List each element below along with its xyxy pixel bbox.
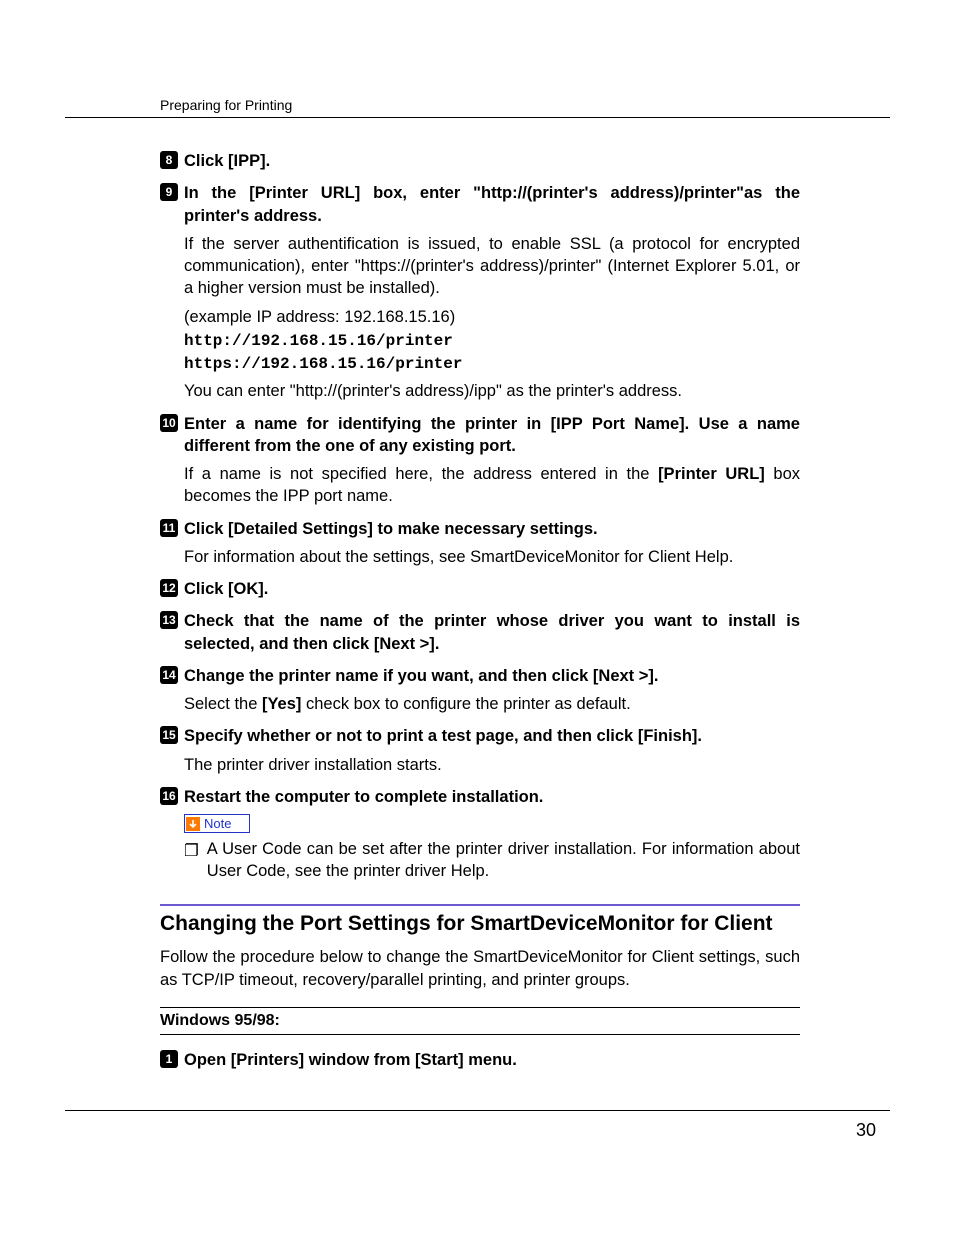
- step-10: 10 Enter a name for identifying the prin…: [160, 413, 800, 508]
- code-line: http://192.168.15.16/printer: [184, 332, 800, 351]
- step-text: For information about the settings, see …: [184, 546, 800, 568]
- step-text: The printer driver installation starts.: [184, 754, 800, 776]
- step-title: Specify whether or not to print a test p…: [184, 725, 702, 747]
- step-body: The printer driver installation starts.: [184, 754, 800, 776]
- subsection-rule: [160, 1034, 800, 1035]
- step-12: 12 Click [OK].: [160, 578, 800, 600]
- step-title: Open [Printers] window from [Start] menu…: [184, 1049, 517, 1071]
- step-body: For information about the settings, see …: [184, 546, 800, 568]
- step-body: If the server authentification is issued…: [184, 233, 800, 403]
- code-line: https://192.168.15.16/printer: [184, 355, 800, 374]
- step-number-icon: 1: [160, 1050, 178, 1068]
- step-number-icon: 10: [160, 414, 178, 432]
- running-head: Preparing for Printing: [160, 97, 292, 113]
- step-9: 9 In the [Printer URL] box, enter "http:…: [160, 182, 800, 402]
- step-13: 13 Check that the name of the printer wh…: [160, 610, 800, 655]
- section-heading: Changing the Port Settings for SmartDevi…: [160, 912, 800, 936]
- step-8: 8 Click [IPP].: [160, 150, 800, 172]
- step-text: If the server authentification is issued…: [184, 233, 800, 300]
- step-16: 16 Restart the computer to complete inst…: [160, 786, 800, 808]
- step-body: If a name is not specified here, the add…: [184, 463, 800, 508]
- step-title: Change the printer name if you want, and…: [184, 665, 658, 687]
- step-number-icon: 14: [160, 666, 178, 684]
- step-title: Click [Detailed Settings] to make necess…: [184, 518, 598, 540]
- step-text: (example IP address: 192.168.15.16): [184, 306, 800, 328]
- step-title: Click [IPP].: [184, 150, 270, 172]
- step-text: Select the [Yes] check box to configure …: [184, 693, 800, 715]
- down-arrow-icon: [186, 817, 200, 831]
- step-title: Click [OK].: [184, 578, 268, 600]
- step-15: 15 Specify whether or not to print a tes…: [160, 725, 800, 776]
- note-callout: Note: [184, 814, 250, 833]
- step-number-icon: 13: [160, 611, 178, 629]
- subsection-rule: [160, 1007, 800, 1008]
- sub-step-1: 1 Open [Printers] window from [Start] me…: [160, 1049, 800, 1071]
- step-number-icon: 15: [160, 726, 178, 744]
- note-text: A User Code can be set after the printer…: [207, 838, 800, 883]
- step-number-icon: 16: [160, 787, 178, 805]
- step-number-icon: 11: [160, 519, 178, 537]
- step-number-icon: 12: [160, 579, 178, 597]
- footer-rule: [65, 1110, 890, 1111]
- step-11: 11 Click [Detailed Settings] to make nec…: [160, 518, 800, 569]
- bullet-icon: ❐: [184, 840, 199, 883]
- step-text: If a name is not specified here, the add…: [184, 463, 800, 508]
- step-number-icon: 9: [160, 183, 178, 201]
- step-number-icon: 8: [160, 151, 178, 169]
- document-page: Preparing for Printing 8 Click [IPP]. 9 …: [0, 0, 954, 1235]
- step-body: Select the [Yes] check box to configure …: [184, 693, 800, 715]
- step-title: Enter a name for identifying the printer…: [184, 413, 800, 458]
- step-title: Check that the name of the printer whose…: [184, 610, 800, 655]
- subsection-heading: Windows 95/98:: [160, 1012, 800, 1030]
- header-rule: [65, 117, 890, 118]
- step-14: 14 Change the printer name if you want, …: [160, 665, 800, 716]
- note-item: ❐ A User Code can be set after the print…: [184, 838, 800, 883]
- note-label: Note: [204, 816, 231, 831]
- section-rule: [160, 904, 800, 906]
- step-title: Restart the computer to complete install…: [184, 786, 543, 808]
- section-intro: Follow the procedure below to change the…: [160, 946, 800, 991]
- page-content: 8 Click [IPP]. 9 In the [Printer URL] bo…: [160, 140, 800, 1071]
- step-title: In the [Printer URL] box, enter "http://…: [184, 182, 800, 227]
- page-number: 30: [856, 1120, 876, 1141]
- step-text: You can enter "http://(printer's address…: [184, 380, 800, 402]
